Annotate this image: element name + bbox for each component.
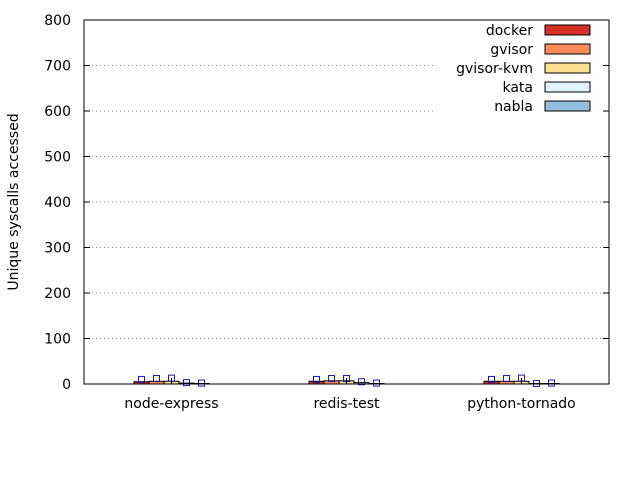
- legend-swatch-kata: [545, 82, 590, 92]
- y-tick-label: 800: [44, 13, 71, 29]
- legend-swatch-gvisor: [545, 44, 590, 54]
- legend-label-docker: docker: [486, 23, 533, 39]
- x-tick-label: python-tornado: [467, 396, 576, 412]
- x-tick-label: redis-test: [313, 396, 380, 412]
- y-tick-label: 400: [44, 195, 71, 211]
- legend-swatch-nabla: [545, 101, 590, 111]
- legend-label-nabla: nabla: [494, 99, 533, 115]
- legend-label-kata: kata: [502, 80, 533, 96]
- y-tick-label: 600: [44, 104, 71, 120]
- y-tick-label: 500: [44, 150, 71, 166]
- legend-swatch-docker: [545, 25, 590, 35]
- y-tick-label: 200: [44, 286, 71, 302]
- legend-swatch-gvisor-kvm: [545, 63, 590, 73]
- y-tick-label: 100: [44, 332, 71, 348]
- error-marker-gvisor-python-tornado: [504, 376, 510, 382]
- y-axis-label: Unique syscalls accessed: [6, 113, 22, 290]
- legend-label-gvisor: gvisor: [490, 42, 533, 58]
- legend-label-gvisor-kvm: gvisor-kvm: [456, 61, 533, 77]
- error-marker-gvisor-node-express: [154, 376, 160, 382]
- x-tick-label: node-express: [124, 396, 218, 412]
- y-tick-label: 0: [62, 377, 71, 393]
- y-tick-label: 700: [44, 59, 71, 75]
- y-tick-label: 300: [44, 241, 71, 257]
